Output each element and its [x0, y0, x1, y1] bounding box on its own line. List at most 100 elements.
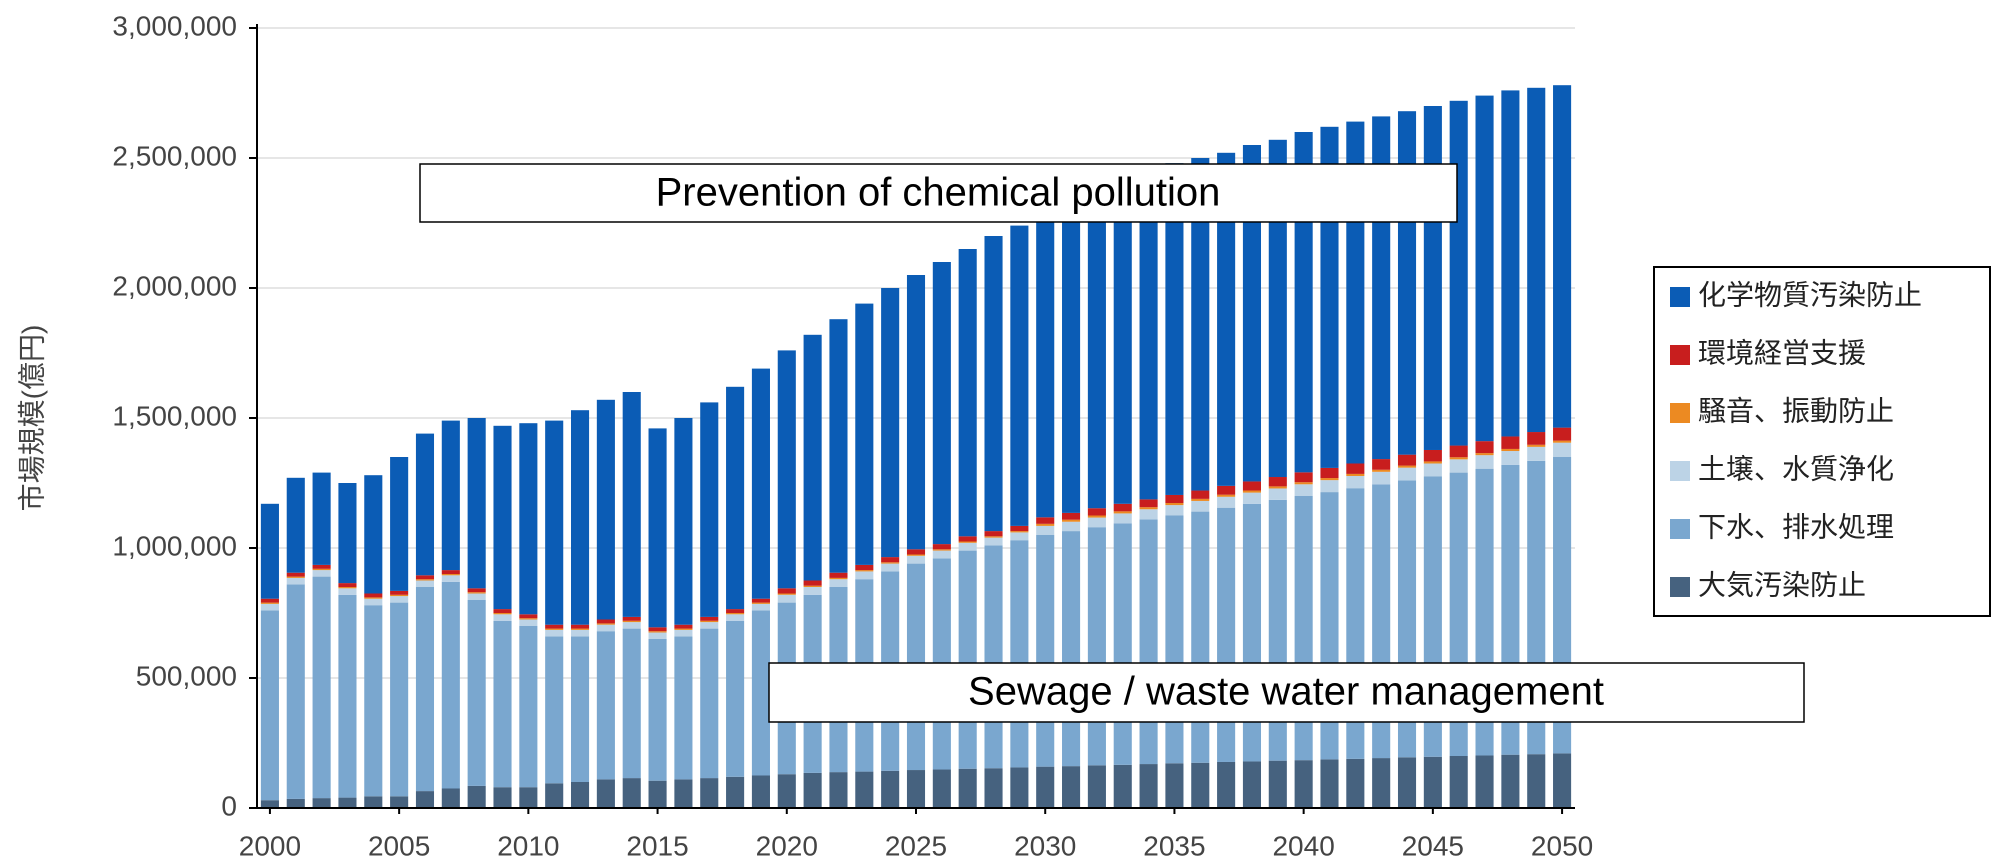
bar-segment	[674, 629, 693, 637]
bar-segment	[286, 477, 305, 573]
bar-segment	[1501, 90, 1520, 437]
bar-segment	[1475, 441, 1494, 454]
bar-segment	[958, 768, 977, 808]
bar-segment	[1139, 509, 1158, 520]
bar-segment	[1553, 753, 1572, 808]
bar-segment	[984, 531, 1003, 537]
bar-segment	[1139, 507, 1158, 510]
bar-segment	[1217, 761, 1236, 808]
bar-segment	[1501, 436, 1520, 449]
bar-segment	[1191, 498, 1210, 501]
x-tick-label: 2045	[1402, 830, 1464, 861]
bar-segment	[777, 593, 796, 595]
bar-segment	[700, 628, 719, 779]
bar-segment	[338, 797, 357, 808]
bar-segment	[1139, 519, 1158, 765]
bar-segment	[312, 570, 331, 577]
annotation: Sewage / waste water management	[768, 662, 1805, 723]
bar-segment	[726, 620, 745, 777]
bar-segment	[1423, 461, 1442, 464]
bar-segment	[1242, 492, 1262, 504]
bar-segment	[286, 584, 305, 799]
bar-segment	[648, 639, 667, 781]
y-tick-label: 1,500,000	[112, 400, 237, 431]
bar-segment	[596, 624, 615, 632]
bar-segment	[260, 598, 279, 603]
bar-segment	[932, 550, 951, 559]
bar-segment	[881, 563, 900, 572]
bar-segment	[390, 596, 409, 603]
bar-segment	[1036, 525, 1055, 535]
bar-segment	[415, 433, 435, 576]
bar-segment	[1087, 765, 1106, 808]
bar-segment	[1423, 449, 1442, 462]
bar-segment	[1010, 532, 1029, 541]
bar-segment	[570, 782, 590, 808]
bar-segment	[286, 572, 305, 577]
y-axis-label: 市場規模(億円)	[16, 325, 47, 512]
bar-segment	[1397, 757, 1417, 808]
annotation: Prevention of chemical pollution	[419, 163, 1458, 223]
bar-segment	[1010, 225, 1029, 526]
bar-segment	[1087, 508, 1106, 516]
bar-segment	[545, 783, 564, 808]
bar-segment	[1165, 763, 1184, 808]
bar-segment	[648, 780, 667, 808]
annotation-box	[419, 163, 1458, 223]
bar-segment	[648, 632, 667, 639]
legend-label: 土壌、水質浄化	[1698, 453, 1894, 484]
bar-segment	[1372, 469, 1391, 472]
bar-segment	[700, 620, 719, 623]
bar-segment	[751, 775, 770, 808]
bar-segment	[1113, 511, 1132, 514]
bar-segment	[519, 618, 538, 620]
bar-segment	[906, 555, 926, 564]
bar-segment	[1320, 478, 1339, 481]
bar-segment	[493, 425, 512, 610]
bar-segment	[519, 626, 538, 788]
bar-segment	[1268, 760, 1287, 808]
bar-segment	[932, 544, 951, 550]
bar-segment	[674, 418, 693, 625]
bar-segment	[1165, 163, 1184, 495]
bar-segment	[596, 623, 615, 625]
bar-segment	[622, 392, 641, 617]
bar-segment	[906, 554, 926, 556]
bar-segment	[286, 576, 305, 578]
bar-segment	[312, 564, 331, 569]
bar-segment	[467, 593, 486, 600]
bar-segment	[467, 592, 486, 594]
bar-segment	[390, 594, 409, 597]
legend-swatch	[1670, 461, 1690, 481]
bar-segment	[1036, 766, 1055, 808]
bar-segment	[570, 636, 590, 782]
bar-segment	[829, 319, 848, 573]
bar-segment	[312, 576, 331, 799]
bar-segment	[700, 622, 719, 629]
legend-swatch	[1670, 577, 1690, 597]
bar-segment	[1501, 448, 1520, 452]
bar-segment	[338, 587, 357, 589]
bar-segment	[932, 769, 951, 808]
bar-segment	[1242, 145, 1262, 482]
bar-segment	[674, 628, 693, 630]
bar-segment	[570, 410, 590, 625]
bar-segment	[622, 622, 641, 629]
bar-segment	[415, 575, 435, 580]
bar-segment	[958, 249, 977, 537]
bar-segment	[1010, 767, 1029, 808]
bar-segment	[1113, 764, 1132, 808]
bar-segment	[545, 628, 564, 630]
bar-segment	[441, 570, 460, 574]
bar-segment	[984, 545, 1003, 769]
bar-segment	[1139, 764, 1158, 808]
bar-segment	[493, 620, 512, 788]
bar-segment	[441, 788, 460, 808]
bar-segment	[648, 631, 667, 633]
bar-segment	[1475, 455, 1494, 469]
bar-segment	[1087, 527, 1106, 766]
bar-segment	[700, 778, 719, 808]
bar-segment	[1113, 523, 1132, 765]
legend-label: 化学物質汚染防止	[1698, 279, 1922, 310]
